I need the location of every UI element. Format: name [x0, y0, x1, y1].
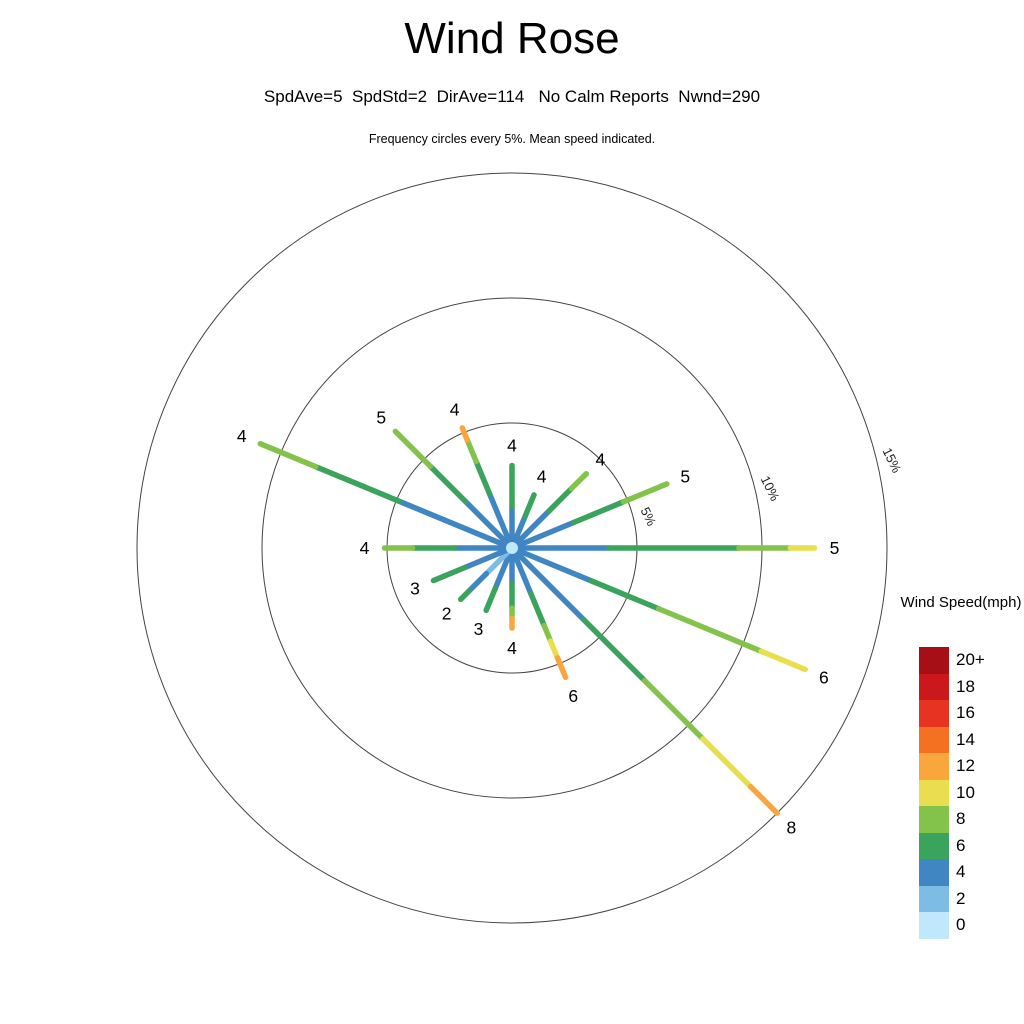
- legend-entry-label: 8: [956, 809, 966, 829]
- ray-mean-speed-label-E: 5: [830, 538, 840, 558]
- ring-label-15%: 15%: [880, 445, 905, 475]
- ray-mean-speed-label-NNW: 4: [450, 400, 460, 420]
- wind-ray-WNW: [395, 498, 515, 551]
- ray-mean-speed-label-ESE: 6: [819, 667, 829, 687]
- wind-ray-WNW: [312, 463, 402, 504]
- legend-entry: 18: [919, 673, 1024, 700]
- wind-ray-SE: [700, 736, 754, 790]
- wind-ray-ESE: [758, 648, 809, 673]
- legend-entry: 2: [919, 885, 1024, 912]
- legend-entry-label: 6: [956, 835, 966, 855]
- legend-entries: 20+ 18 16 14 12 10 8 6 4 2 0: [919, 647, 1024, 939]
- legend-entry-label: 16: [956, 703, 975, 723]
- legend-entry: 14: [919, 726, 1024, 753]
- ray-mean-speed-label-WNW: 4: [237, 426, 247, 446]
- wind-ray-ESE: [588, 578, 662, 612]
- wind-ray-WSW: [462, 545, 515, 571]
- wind-ray-SE: [509, 545, 587, 623]
- wind-ray-NNW: [486, 491, 515, 551]
- legend-swatch: [919, 806, 949, 833]
- frequency-circle-15%: [136, 172, 888, 924]
- wind-ray-ESE: [509, 545, 594, 584]
- wind-ray-SW: [457, 588, 472, 603]
- legend-entry-label: 0: [956, 915, 966, 935]
- wind-ray-ESE: [655, 606, 765, 655]
- legend-entry: 6: [919, 832, 1024, 859]
- wind-ray-NNW: [459, 425, 470, 443]
- legend-entry-label: 4: [956, 862, 966, 882]
- wind-speed-legend: Wind Speed(mph) 20+ 18 16 14 12 10 8 6 4 2 0: [898, 594, 1024, 939]
- ray-mean-speed-label-SSE: 6: [568, 686, 578, 706]
- wind-ray-SSW: [483, 585, 498, 614]
- ray-mean-speed-label-WSW: 3: [410, 578, 420, 598]
- wind-ray-NNW: [464, 437, 479, 465]
- legend-swatch: [919, 832, 949, 859]
- wind-ray-SSE: [547, 638, 561, 661]
- legend-swatch: [919, 912, 949, 939]
- chart-subtitle: SpdAve=5 SpdStd=2 DirAve=114 No Calm Rep…: [263, 87, 761, 106]
- wind-ray-SE: [580, 616, 648, 684]
- chart-title: Wind Rose: [404, 14, 620, 63]
- legend-swatch: [919, 673, 949, 700]
- wind-ray-ENE: [571, 499, 627, 526]
- legend-title: Wind Speed(mph): [900, 594, 1022, 611]
- wind-ray-WSW: [430, 564, 468, 584]
- ring-label-5%: 5%: [638, 505, 660, 529]
- ring-label-10%: 10%: [758, 473, 783, 503]
- ray-mean-speed-label-N: 4: [507, 436, 517, 456]
- ray-mean-speed-label-W: 4: [360, 538, 370, 558]
- wind-ray-SE: [641, 677, 706, 742]
- wind-ray-SSW: [492, 545, 515, 592]
- legend-swatch: [919, 700, 949, 727]
- wind-ray-NW: [462, 498, 515, 551]
- legend-entry-label: 2: [956, 888, 966, 908]
- wind-ray-ENE: [509, 519, 577, 551]
- wind-ray-NE: [509, 508, 552, 551]
- wind-ray-NNW: [473, 458, 493, 497]
- legend-entry-label: 12: [956, 756, 975, 776]
- wind-ray-NW: [392, 428, 434, 470]
- legend-entry: 0: [919, 912, 1024, 939]
- legend-entry-label: 20+: [956, 650, 985, 670]
- legend-entry-label: 18: [956, 676, 975, 696]
- wind-ray-SSE: [554, 655, 569, 681]
- ray-mean-speed-label-ENE: 5: [680, 466, 690, 486]
- legend-swatch: [919, 859, 949, 886]
- legend-swatch: [919, 753, 949, 780]
- legend-entry: 20+: [919, 647, 1024, 674]
- ray-mean-speed-label-S: 4: [507, 638, 517, 658]
- legend-entry: 8: [919, 806, 1024, 833]
- wind-ray-SW: [465, 570, 490, 595]
- legend-swatch: [919, 779, 949, 806]
- legend-entry: 10: [919, 779, 1024, 806]
- ray-mean-speed-label-SW: 2: [442, 604, 452, 624]
- legend-entry-label: 14: [956, 729, 975, 749]
- ray-mean-speed-label-SE: 8: [786, 817, 796, 837]
- wind-ray-SE: [747, 783, 780, 816]
- wind-ray-ENE: [620, 481, 670, 505]
- ray-mean-speed-label-NNE: 4: [537, 467, 547, 487]
- legend-entry: 12: [919, 753, 1024, 780]
- wind-ray-NW: [427, 463, 469, 505]
- legend-entry: 16: [919, 700, 1024, 727]
- wind-ray-SSE: [528, 590, 547, 629]
- legend-swatch: [919, 885, 949, 912]
- legend-swatch: [919, 647, 949, 674]
- ray-mean-speed-label-NW: 5: [376, 407, 386, 427]
- ray-mean-speed-label-SSW: 3: [474, 619, 484, 639]
- legend-swatch: [919, 726, 949, 753]
- wind-ray-NE: [546, 485, 575, 514]
- ray-mean-speed-label-NE: 4: [596, 450, 606, 470]
- wind-ray-SSE: [541, 622, 554, 644]
- legend-entry: 4: [919, 859, 1024, 886]
- calm-center-dot: [506, 542, 518, 554]
- wind-ray-SSE: [509, 545, 534, 597]
- legend-entry-label: 10: [956, 782, 975, 802]
- wind-ray-WNW: [257, 440, 319, 470]
- chart-note: Frequency circles every 5%. Mean speed i…: [368, 132, 656, 146]
- wind-ray-NNE: [522, 492, 537, 519]
- wind-ray-NE: [568, 471, 589, 492]
